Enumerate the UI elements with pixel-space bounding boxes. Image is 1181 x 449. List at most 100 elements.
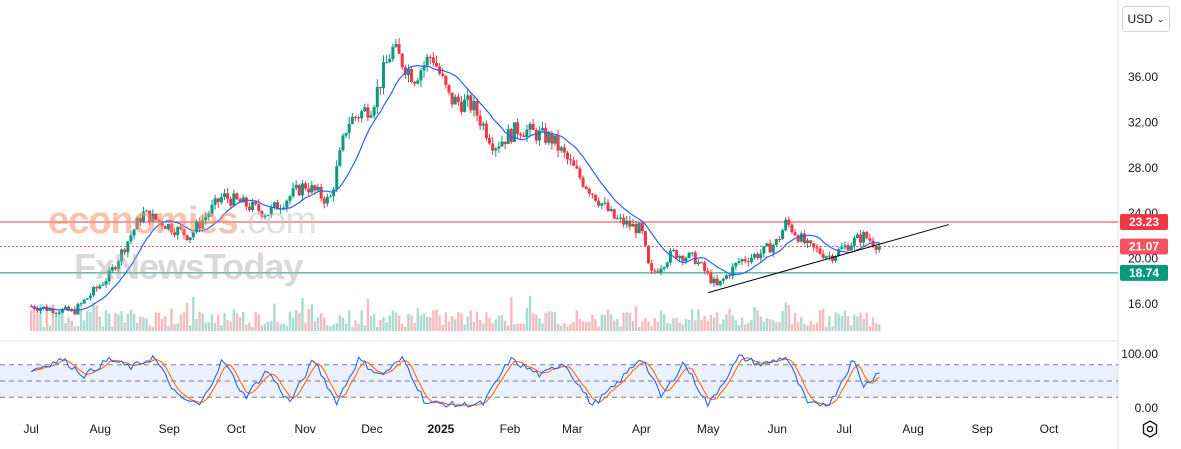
candle-body — [852, 238, 856, 246]
volume-bar — [98, 316, 101, 331]
volume-bar — [550, 311, 554, 331]
volume-bar — [753, 307, 756, 331]
candle-body — [746, 261, 750, 263]
volume-bar — [690, 309, 694, 331]
candle-body — [643, 231, 647, 246]
volume-bars — [29, 295, 881, 331]
volume-bar — [151, 326, 154, 331]
candle-body — [830, 255, 834, 261]
volume-bar — [95, 305, 98, 331]
volume-bar — [747, 322, 750, 331]
volume-bar — [447, 321, 451, 331]
volume-bar — [463, 324, 466, 331]
volume-bar — [793, 312, 797, 331]
volume-bar — [270, 320, 273, 331]
volume-bar — [229, 322, 232, 331]
volume-bar — [641, 321, 644, 331]
volume-bar — [591, 314, 594, 331]
candle-body — [843, 245, 847, 248]
y-tick-label: 28.00 — [1128, 161, 1158, 175]
volume-bar — [282, 323, 285, 331]
volume-bar — [650, 325, 653, 331]
volume-bar — [784, 302, 787, 331]
candle-body — [294, 184, 298, 189]
volume-bar — [139, 316, 142, 331]
volume-bar — [631, 321, 635, 331]
candle-body — [325, 196, 329, 204]
candle-body — [285, 200, 289, 208]
candle-body — [531, 123, 535, 130]
volume-bar — [154, 312, 158, 331]
candle-body — [793, 232, 797, 236]
volume-bar — [210, 314, 214, 331]
candle-body — [777, 239, 781, 241]
volume-bar — [740, 317, 744, 331]
candle-body — [204, 216, 208, 221]
settings-icon[interactable] — [1141, 420, 1159, 438]
candle-body — [827, 255, 831, 257]
volume-bar — [220, 325, 223, 331]
candle-body — [497, 146, 501, 149]
volume-bar — [806, 325, 809, 331]
volume-bar — [644, 317, 647, 331]
candle-body — [116, 261, 120, 270]
candle-body — [51, 308, 55, 314]
candle-body — [198, 222, 202, 229]
volume-bar — [145, 318, 148, 331]
x-tick-label: Sep — [159, 422, 181, 436]
volume-bar — [319, 313, 323, 331]
candle-body — [572, 160, 576, 166]
candle-body — [110, 267, 114, 271]
candle-body — [463, 99, 467, 112]
currency-selector[interactable]: USD ⌄ — [1122, 6, 1170, 32]
candle-body — [372, 107, 376, 116]
volume-bar — [765, 318, 769, 331]
candle-body — [534, 129, 538, 141]
candle-body — [307, 188, 311, 193]
candle-body — [640, 223, 644, 232]
volume-bar — [157, 312, 161, 331]
candle-body — [456, 96, 460, 102]
volume-bar — [326, 325, 329, 331]
volume-bar — [762, 321, 766, 331]
volume-bar — [251, 326, 254, 331]
volume-bar — [235, 313, 239, 331]
volume-bar — [260, 325, 264, 331]
volume-bar — [369, 315, 373, 331]
candle-body — [297, 184, 301, 196]
candle-body — [762, 246, 766, 254]
volume-bar — [597, 326, 600, 331]
volume-bar — [700, 320, 703, 331]
volume-bar — [444, 312, 448, 331]
volume-bar — [238, 317, 242, 331]
candle-body — [628, 220, 632, 227]
volume-bar — [619, 326, 622, 331]
volume-bar — [475, 311, 479, 331]
candle-body — [316, 187, 320, 191]
volume-bar — [775, 322, 778, 331]
volume-bar — [338, 315, 342, 331]
candle-body — [715, 278, 719, 286]
candle-body — [519, 133, 523, 136]
candle-body — [48, 308, 52, 311]
volume-bar — [432, 310, 435, 331]
candle-body — [191, 231, 195, 238]
candle-body — [263, 215, 267, 217]
candle-body — [194, 222, 198, 232]
candle-body — [855, 234, 859, 239]
volume-bar — [298, 313, 301, 331]
volume-bar — [70, 320, 73, 331]
volume-bar — [578, 318, 582, 331]
candle-body — [824, 256, 828, 258]
volume-bar — [335, 323, 338, 331]
candle-body — [238, 199, 242, 203]
volume-bar — [201, 313, 204, 331]
candle-body — [453, 96, 457, 105]
candle-body — [166, 224, 170, 229]
candle-body — [322, 198, 326, 204]
candle-body — [288, 196, 292, 201]
volume-bar — [67, 317, 70, 331]
candles — [29, 37, 881, 317]
volume-bar — [33, 310, 36, 331]
